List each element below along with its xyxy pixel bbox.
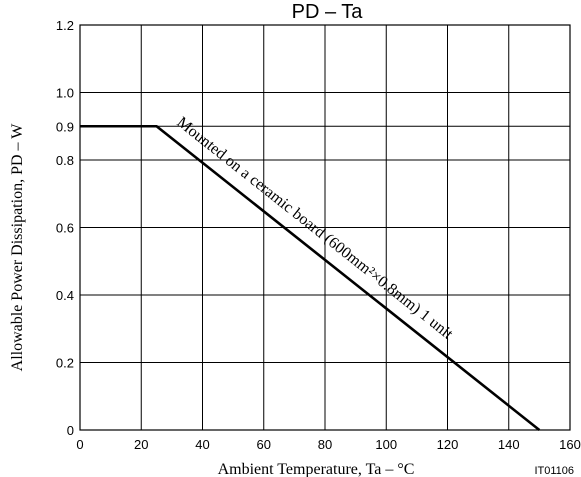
x-tick-label: 120 <box>437 437 459 452</box>
y-axis-title: Allowable Power Dissipation, PD – W <box>9 123 26 372</box>
x-tick-label: 100 <box>375 437 397 452</box>
x-tick-label: 0 <box>76 437 83 452</box>
series-line-0 <box>80 124 541 432</box>
annotation-label: Mounted on a ceramic board (600mm²×0.8mm… <box>174 114 457 343</box>
x-axis-title: Ambient Temperature, Ta – °C <box>218 461 415 477</box>
figure-code: IT01106 <box>534 465 574 477</box>
y-tick-label: 0.4 <box>56 288 74 303</box>
x-tick-label: 20 <box>134 437 148 452</box>
y-tick-label: 1.0 <box>56 86 74 101</box>
y-tick-label: 0.6 <box>56 221 74 236</box>
y-tick-label: 0.9 <box>56 119 74 134</box>
y-tick-label: 0 <box>67 423 74 438</box>
x-tick-label: 140 <box>498 437 520 452</box>
y-tick-label: 1.2 <box>56 18 74 33</box>
x-tick-label: 40 <box>195 437 209 452</box>
x-tick-labels: 0 20 40 60 80 100 120 140 160 <box>76 437 580 452</box>
series-layer <box>80 124 541 432</box>
x-tick-label: 160 <box>559 437 581 452</box>
x-tick-label: 80 <box>318 437 332 452</box>
plot-frame <box>79 24 571 431</box>
y-tick-label: 0.8 <box>56 153 74 168</box>
chart-title: PD – Ta <box>292 1 364 23</box>
x-tick-label: 60 <box>257 437 271 452</box>
grid <box>80 25 570 430</box>
y-tick-labels: 0 0.2 0.4 0.6 0.8 0.9 1.0 1.2 <box>56 18 74 438</box>
y-tick-label: 0.2 <box>56 356 74 371</box>
